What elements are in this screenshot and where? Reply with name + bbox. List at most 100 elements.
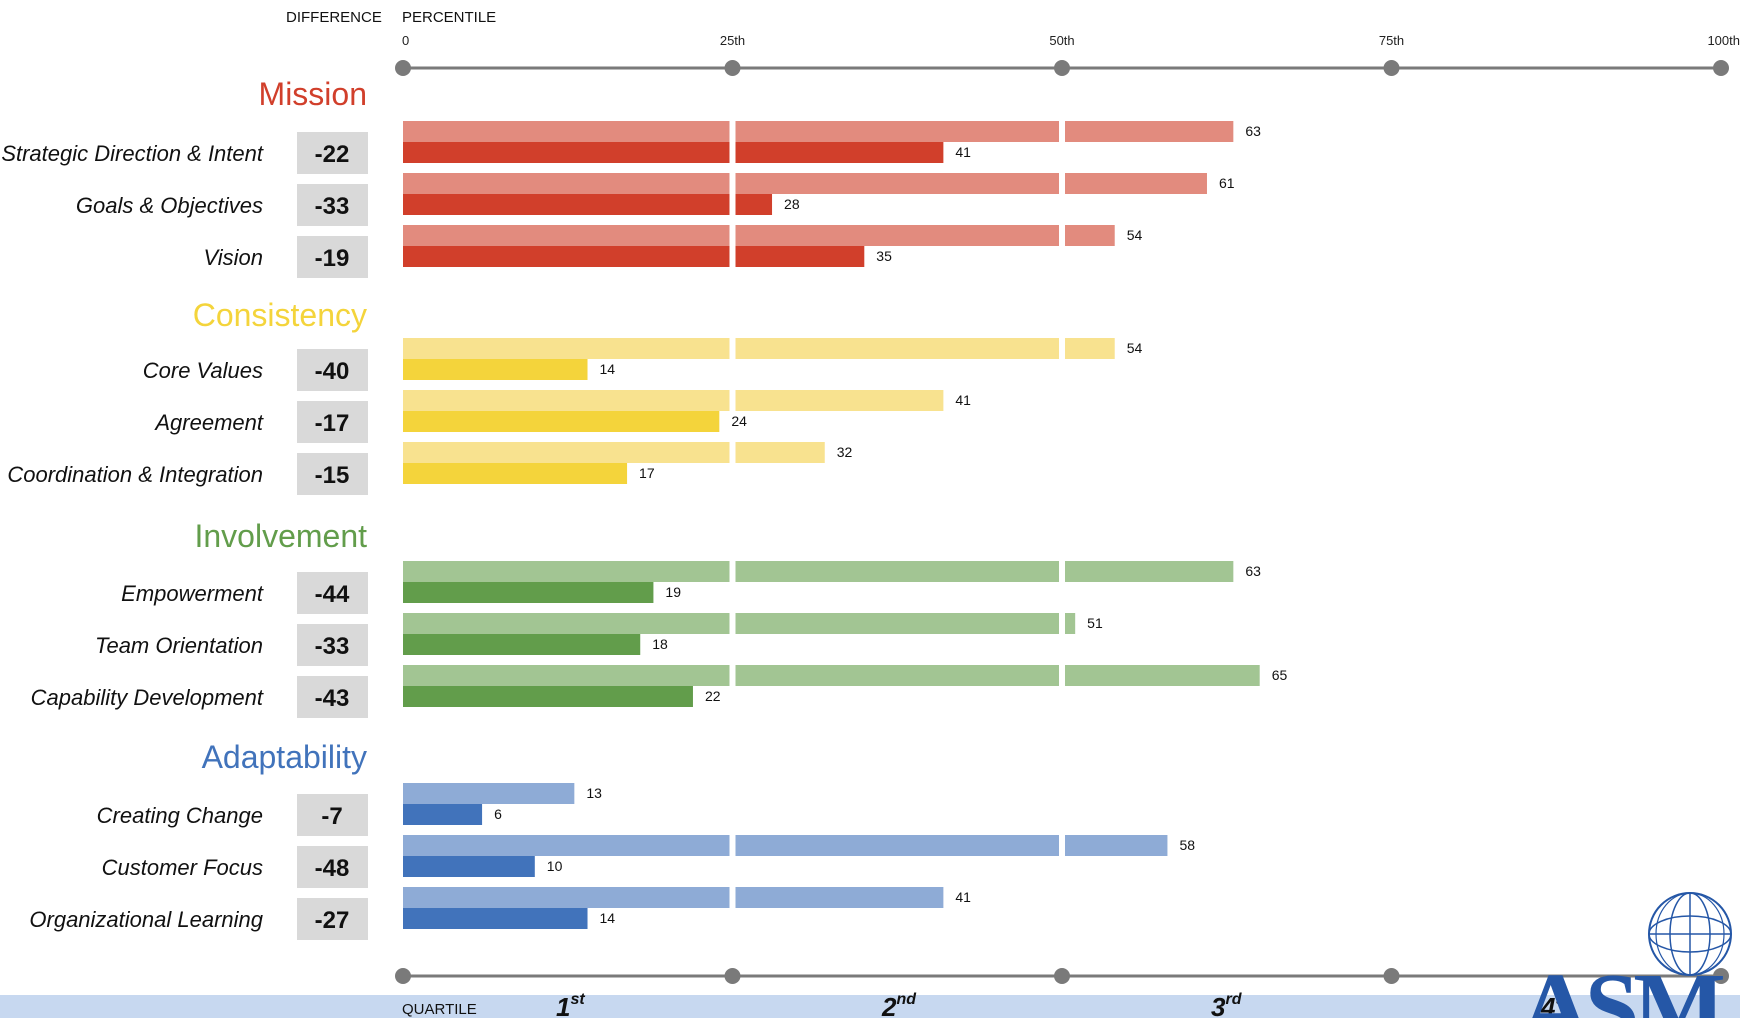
category-title: Mission (259, 76, 367, 112)
category-title: Involvement (194, 518, 367, 554)
difference-box (297, 624, 368, 666)
metric-label: Team Orientation (95, 633, 263, 658)
metric-row: Coordination & Integration -15 32 17 (7, 442, 853, 495)
bar-dark-segment (403, 582, 654, 603)
category-involvement: Involvement Empowerment -44 63 19 Team Orient… (31, 518, 1287, 718)
quartile-label: 2nd (881, 991, 917, 1018)
metric-row: Creating Change -7 13 6 (97, 783, 602, 836)
difference-box (297, 184, 368, 226)
metric-row: Vision -19 54 35 (203, 225, 1143, 278)
category-adaptability: Adaptability Creating Change -7 13 6 Customer… (29, 739, 1195, 940)
metric-label: Empowerment (121, 581, 264, 606)
bar-dark-value: 14 (600, 910, 616, 926)
bar-dark-value: 28 (784, 196, 800, 212)
metric-label: Creating Change (97, 803, 263, 828)
bar-dark-segment (403, 856, 535, 877)
bar-light-segment (403, 783, 575, 804)
quartile-number: 2 (881, 992, 897, 1018)
axis-tick-dot (724, 60, 741, 76)
difference-value: -40 (315, 358, 350, 385)
bar-light-value: 54 (1127, 227, 1143, 243)
bar-light-value: 51 (1087, 615, 1103, 631)
bar-dark-segment (735, 194, 773, 215)
bar-light-value: 54 (1127, 340, 1143, 356)
bar-light-value: 13 (586, 785, 602, 801)
quartile-number: 4 (1540, 992, 1556, 1018)
bar-light-segment (735, 887, 944, 908)
axis-tick-label: 75th (1379, 33, 1404, 48)
bar-light-segment (735, 173, 1059, 194)
bar-light-value: 41 (955, 392, 971, 408)
bar-dark-segment (403, 686, 693, 707)
bar-light-value: 61 (1219, 175, 1235, 191)
metric-label: Goals & Objectives (76, 193, 263, 218)
bar-dark-segment (403, 359, 588, 380)
bar-light-segment (403, 173, 730, 194)
metric-label: Vision (203, 245, 263, 270)
metric-label: Core Values (143, 358, 263, 383)
difference-box (297, 132, 368, 174)
quartile-number: 1 (556, 992, 570, 1018)
bar-dark-value: 35 (876, 248, 892, 264)
difference-value: -33 (315, 633, 350, 660)
bar-dark-segment (403, 194, 730, 215)
quartile-label: 1st (556, 991, 585, 1018)
metric-label: Customer Focus (102, 855, 263, 880)
quartile-suffix: th (1555, 991, 1570, 1008)
bar-light-segment (735, 390, 944, 411)
bar-light-segment (403, 442, 730, 463)
difference-value: -7 (321, 803, 342, 830)
quartile-band (0, 995, 1740, 1018)
quartile-label: 4th (1540, 991, 1571, 1018)
bar-light-segment (735, 613, 1059, 634)
bar-light-segment (403, 338, 730, 359)
quartile-header: QUARTILE (402, 1001, 477, 1018)
metric-row: Strategic Direction & Intent -22 63 41 (1, 121, 1261, 174)
bar-dark-value: 18 (652, 636, 668, 652)
metric-row: Team Orientation -33 51 18 (95, 613, 1103, 666)
bar-light-segment (1065, 338, 1115, 359)
bottom-percentile-axis (395, 968, 1729, 984)
metric-label: Coordination & Integration (7, 462, 263, 487)
axis-tick-label: 100th (1707, 33, 1740, 48)
axis-tick-label: 50th (1049, 33, 1074, 48)
quartile-label: 3rd (1211, 991, 1243, 1018)
metric-row: Goals & Objectives -33 61 28 (76, 173, 1235, 226)
bar-light-segment (403, 121, 730, 142)
bar-light-segment (1065, 561, 1234, 582)
bar-dark-segment (403, 804, 483, 825)
bar-light-value: 63 (1245, 123, 1261, 139)
asm-logo: ASM (1520, 892, 1732, 1018)
metric-row: Capability Development -43 65 22 (31, 665, 1287, 718)
difference-box (297, 794, 368, 836)
bar-light-value: 32 (837, 444, 853, 460)
bar-light-segment (735, 442, 825, 463)
axis-tick-dot (1713, 60, 1729, 76)
difference-value: -44 (315, 581, 350, 608)
axis-tick-dot (1054, 968, 1070, 984)
bar-dark-segment (403, 908, 588, 929)
difference-value: -33 (315, 193, 350, 220)
axis-tick-dot (1054, 60, 1070, 76)
axis-tick-label: 25th (720, 33, 745, 48)
axis-tick-dot (1713, 968, 1729, 984)
difference-box (297, 401, 368, 443)
metric-label: Organizational Learning (29, 907, 263, 932)
difference-value: -15 (315, 462, 350, 489)
category-consistency: Consistency Core Values -40 54 14 Agreement -1… (7, 297, 1143, 495)
metric-label: Strategic Direction & Intent (1, 141, 264, 166)
axis-tick-dot (395, 60, 411, 76)
difference-box (297, 236, 368, 278)
difference-value: -27 (315, 907, 350, 934)
difference-box (297, 846, 368, 888)
bar-light-segment (735, 338, 1059, 359)
bar-dark-segment (403, 634, 641, 655)
bar-dark-value: 10 (547, 858, 563, 874)
bar-dark-segment (403, 142, 730, 163)
quartile-number: 3 (1211, 992, 1226, 1018)
difference-value: -19 (315, 245, 350, 272)
category-title: Consistency (193, 297, 367, 333)
difference-box (297, 898, 368, 940)
difference-box (297, 453, 368, 495)
quartile-suffix: rd (1225, 991, 1242, 1008)
